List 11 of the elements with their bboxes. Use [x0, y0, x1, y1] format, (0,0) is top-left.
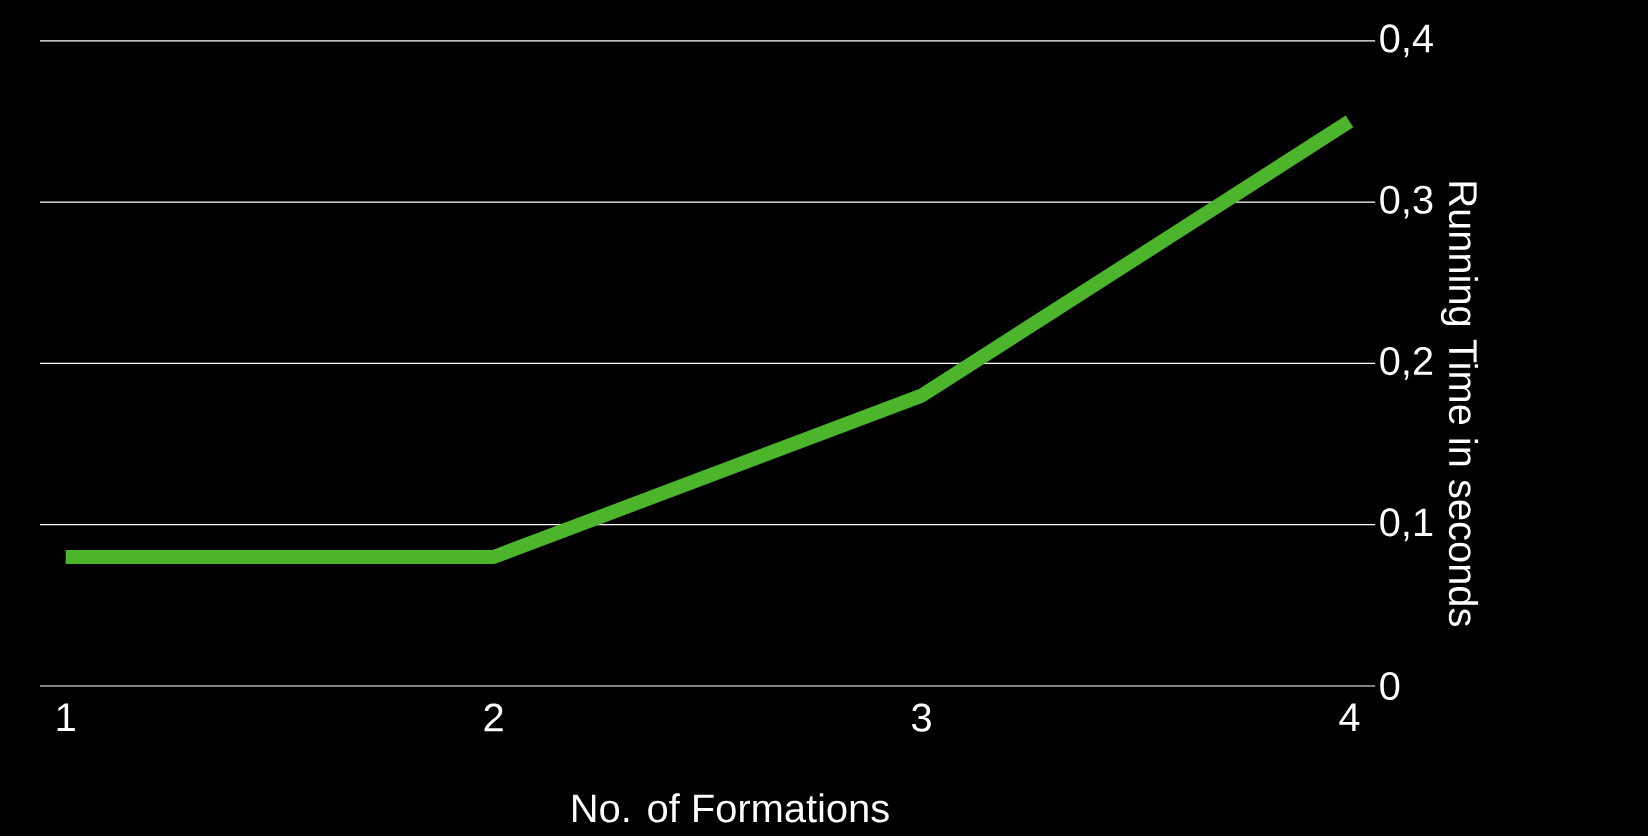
y-tick-label: 0,3: [1380, 185, 1433, 219]
y-tick-label: 0,1: [1380, 508, 1433, 542]
x-tick-label: 4: [1339, 703, 1360, 731]
y-tick-label: 0,4: [1380, 24, 1433, 58]
y-axis-title: Running Time in seconds: [1440, 182, 1479, 626]
x-axis-title: No. of Formations: [573, 793, 889, 823]
x-tick-label: 3: [911, 703, 931, 732]
x-tick-label: 1: [57, 703, 75, 731]
y-tick-label: 0: [1380, 671, 1400, 701]
y-tick-label: 0,2: [1380, 346, 1433, 380]
x-tick-label: 2: [484, 703, 503, 732]
